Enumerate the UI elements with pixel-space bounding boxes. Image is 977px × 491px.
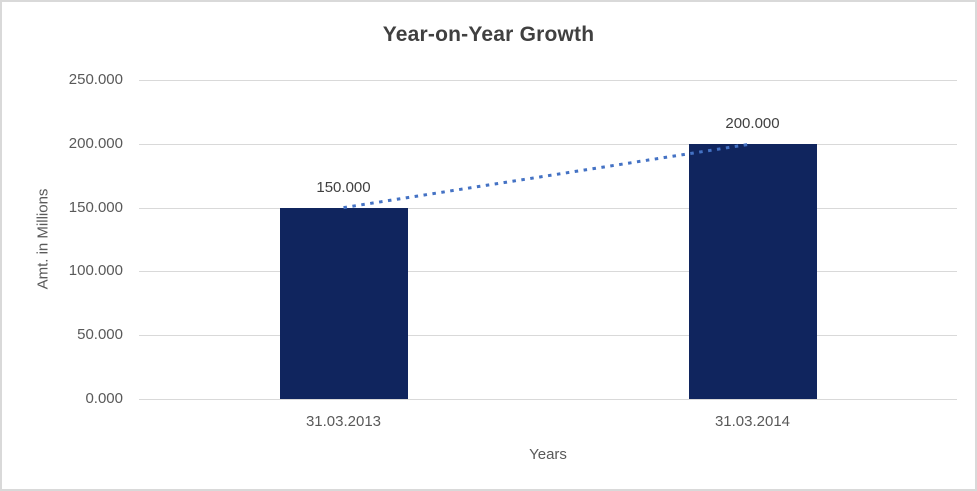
- bar-data-label: 150.000: [316, 178, 371, 196]
- y-tick-label: 0.000: [85, 390, 123, 407]
- y-tick-label: 200.000: [68, 134, 123, 152]
- trend-line: [343, 142, 753, 210]
- gridline: [139, 207, 957, 209]
- y-tick-label: 150.000: [68, 198, 123, 216]
- gridline: [139, 143, 957, 145]
- x-axis-title: Years: [529, 446, 567, 463]
- y-tick-label: 50.000: [77, 326, 123, 344]
- chart-title: Year-on-Year Growth: [382, 23, 595, 46]
- y-axis-title: Amt. in Millions: [34, 188, 52, 290]
- bar: [279, 207, 408, 399]
- gridline: [139, 271, 957, 273]
- plot-area: 150.000 31.03.2013 200.000 31.03.2014: [139, 80, 957, 430]
- y-tick-label: 250.000: [68, 71, 123, 88]
- y-tick-label: 100.000: [68, 262, 123, 280]
- bar-data-label: 200.000: [725, 114, 780, 132]
- bar: [688, 143, 817, 399]
- x-tick-label: 31.03.2014: [714, 413, 791, 430]
- x-tick-label: 31.03.2013: [305, 413, 382, 430]
- gridline: [139, 399, 957, 400]
- gridline: [139, 80, 957, 81]
- gridline: [139, 335, 957, 337]
